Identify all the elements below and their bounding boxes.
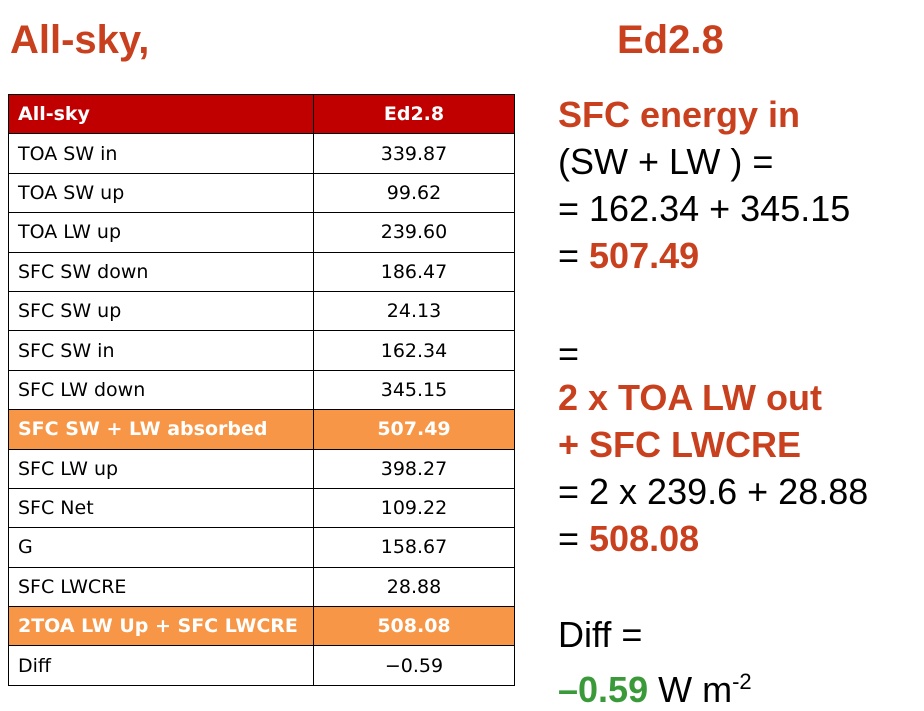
table-cell: 239.60	[313, 212, 515, 253]
table-row: G 158.67	[8, 527, 515, 568]
summary-line: =	[558, 334, 579, 374]
table-cell: SFC Net	[8, 487, 314, 529]
table-cell: 508.08	[313, 606, 515, 647]
table-cell: SFC SW + LW absorbed	[8, 409, 314, 450]
slide-title-version: Ed2.8	[617, 18, 724, 62]
summary-line: Diff =	[558, 615, 642, 655]
table-cell: G	[8, 527, 314, 568]
text: 2 x TOA LW out	[558, 377, 823, 418]
table-row: TOA SW in 339.87	[8, 133, 515, 174]
table-cell: 24.13	[313, 290, 515, 332]
summary-line: = 2 x 239.6 + 28.88	[558, 472, 868, 512]
table-cell: TOA LW up	[8, 212, 314, 253]
table-cell: SFC LW up	[8, 448, 314, 489]
result: 508.08	[589, 518, 700, 559]
table-cell: −0.59	[313, 645, 515, 686]
text: SFC energy in	[558, 94, 801, 135]
table-cell: 28.88	[313, 566, 515, 608]
text: (SW + LW ) =	[558, 141, 774, 182]
table-row: SFC Net 109.22	[8, 487, 515, 529]
table-row: SFC SW down 186.47	[8, 251, 515, 292]
table-row: Diff −0.59	[8, 645, 515, 686]
text: + SFC LWCRE	[558, 424, 802, 465]
text: Diff =	[558, 614, 643, 655]
table-cell: All-sky	[8, 93, 314, 135]
table-cell: SFC SW in	[8, 330, 314, 371]
table-cell: TOA SW up	[8, 172, 314, 214]
table-cell: 158.67	[313, 527, 515, 568]
table-cell: 398.27	[313, 448, 515, 489]
summary-line: = 508.08	[558, 519, 699, 559]
diff-value: –0.59	[558, 669, 649, 710]
table-cell: 339.87	[313, 133, 515, 174]
table-row: 2TOA LW Up + SFC LWCRE 508.08	[8, 606, 515, 647]
text: =	[558, 518, 590, 559]
table-row: SFC SW in 162.34	[8, 330, 515, 371]
table-cell: 2TOA LW Up + SFC LWCRE	[8, 606, 314, 647]
table-cell: 345.15	[313, 369, 515, 411]
text: =	[558, 235, 590, 276]
table-cell: Ed2.8	[313, 93, 515, 135]
table-cell: 99.62	[313, 172, 515, 214]
table-row: SFC LW up 398.27	[8, 448, 515, 489]
summary-line: 2 x TOA LW out	[558, 378, 822, 418]
table-cell: 186.47	[313, 251, 515, 292]
summary-line: + SFC LWCRE	[558, 425, 801, 465]
table-row: SFC SW up 24.13	[8, 290, 515, 332]
table-cell: 507.49	[313, 409, 515, 450]
text: = 2 x 239.6 + 28.88	[558, 471, 869, 512]
table-cell: SFC SW down	[8, 251, 314, 292]
summary-line: (SW + LW ) =	[558, 142, 773, 182]
summary-line: –0.59 W m-2	[558, 662, 752, 710]
summary-line: = 162.34 + 345.15	[558, 189, 850, 229]
table-cell: Diff	[8, 645, 314, 686]
unit-exponent: -2	[732, 669, 752, 694]
table-row: SFC SW + LW absorbed 507.49	[8, 409, 515, 450]
table-row: SFC LWCRE 28.88	[8, 566, 515, 608]
table-row: TOA LW up 239.60	[8, 212, 515, 253]
table-row: TOA SW up 99.62	[8, 172, 515, 214]
summary-line: = 507.49	[558, 236, 699, 276]
result: 507.49	[589, 235, 700, 276]
slide-title: All-sky,	[10, 18, 150, 62]
table-cell: SFC SW up	[8, 290, 314, 332]
summary-line: SFC energy in	[558, 95, 800, 135]
table-row: SFC LW down 345.15	[8, 369, 515, 411]
table-cell: SFC LW down	[8, 369, 314, 411]
energy-table: All-sky Ed2.8 TOA SW in 339.87 TOA SW up 99.6…	[8, 93, 515, 686]
table-cell: SFC LWCRE	[8, 566, 314, 608]
text: = 162.34 + 345.15	[558, 188, 851, 229]
table-cell: 109.22	[313, 487, 515, 529]
table-cell: 162.34	[313, 330, 515, 371]
text: =	[558, 333, 580, 374]
table-row: All-sky Ed2.8	[8, 93, 515, 135]
table-body: All-sky Ed2.8 TOA SW in 339.87 TOA SW up 99.6…	[8, 93, 515, 686]
table-cell: TOA SW in	[8, 133, 314, 174]
unit: W m	[648, 669, 733, 710]
